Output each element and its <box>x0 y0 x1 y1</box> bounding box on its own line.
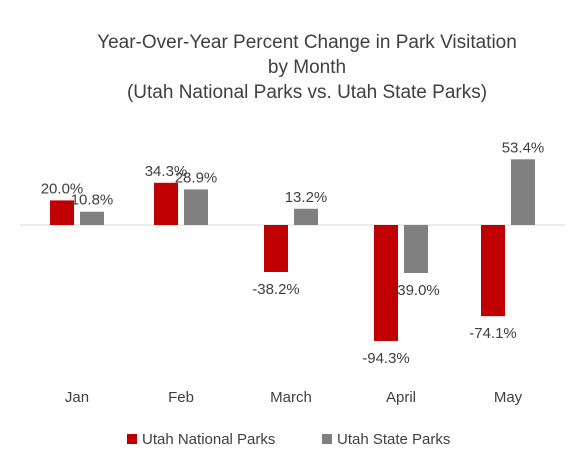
bar-national-march <box>264 225 288 272</box>
data-label-state-march: 13.2% <box>285 189 328 206</box>
data-label-state-jan: 10.8% <box>71 192 114 209</box>
legend-label-state: Utah State Parks <box>337 431 450 448</box>
bar-state-april <box>404 225 428 273</box>
data-label-state-feb: 28.9% <box>175 169 218 186</box>
data-label-national-feb: 34.3% <box>145 163 188 180</box>
chart-title: Year-Over-Year Percent Change in Park Vi… <box>97 32 517 103</box>
bar-national-may <box>481 225 505 317</box>
data-label-state-may: 53.4% <box>502 139 545 156</box>
x-tick-label-jan: Jan <box>65 389 89 406</box>
bar-state-feb <box>184 189 208 225</box>
data-label-national-march: -38.2% <box>252 281 300 298</box>
bar-national-april <box>374 225 398 341</box>
x-tick-label-april: April <box>386 389 416 406</box>
chart-title-line-2: by Month <box>268 57 346 78</box>
legend: Utah National Parks Utah State Parks <box>127 431 450 448</box>
bar-national-feb <box>154 182 178 225</box>
bar-state-jan <box>80 211 104 225</box>
data-label-state-april: -39.0% <box>392 282 440 299</box>
legend-label-national: Utah National Parks <box>142 431 275 448</box>
x-tick-label-feb: Feb <box>168 389 194 406</box>
legend-swatch-state <box>322 434 332 444</box>
plot-area: 20.0% 34.3% -38.2% -94.3% -74.1% 10.8% 28.9% 13… <box>20 139 565 406</box>
chart-title-line-1: Year-Over-Year Percent Change in Park Vi… <box>97 32 517 53</box>
bar-state-march <box>294 208 318 225</box>
bar-state-may <box>511 159 535 225</box>
data-label-national-jan: 20.0% <box>41 180 84 197</box>
legend-swatch-national <box>127 434 137 444</box>
chart-title-line-3: (Utah National Parks vs. Utah State Park… <box>127 82 487 103</box>
x-tick-label-may: May <box>494 389 523 406</box>
bar-national-jan <box>50 200 74 225</box>
data-label-national-april: -94.3% <box>362 350 410 367</box>
data-label-national-may: -74.1% <box>469 325 517 342</box>
x-tick-label-march: March <box>270 389 312 406</box>
